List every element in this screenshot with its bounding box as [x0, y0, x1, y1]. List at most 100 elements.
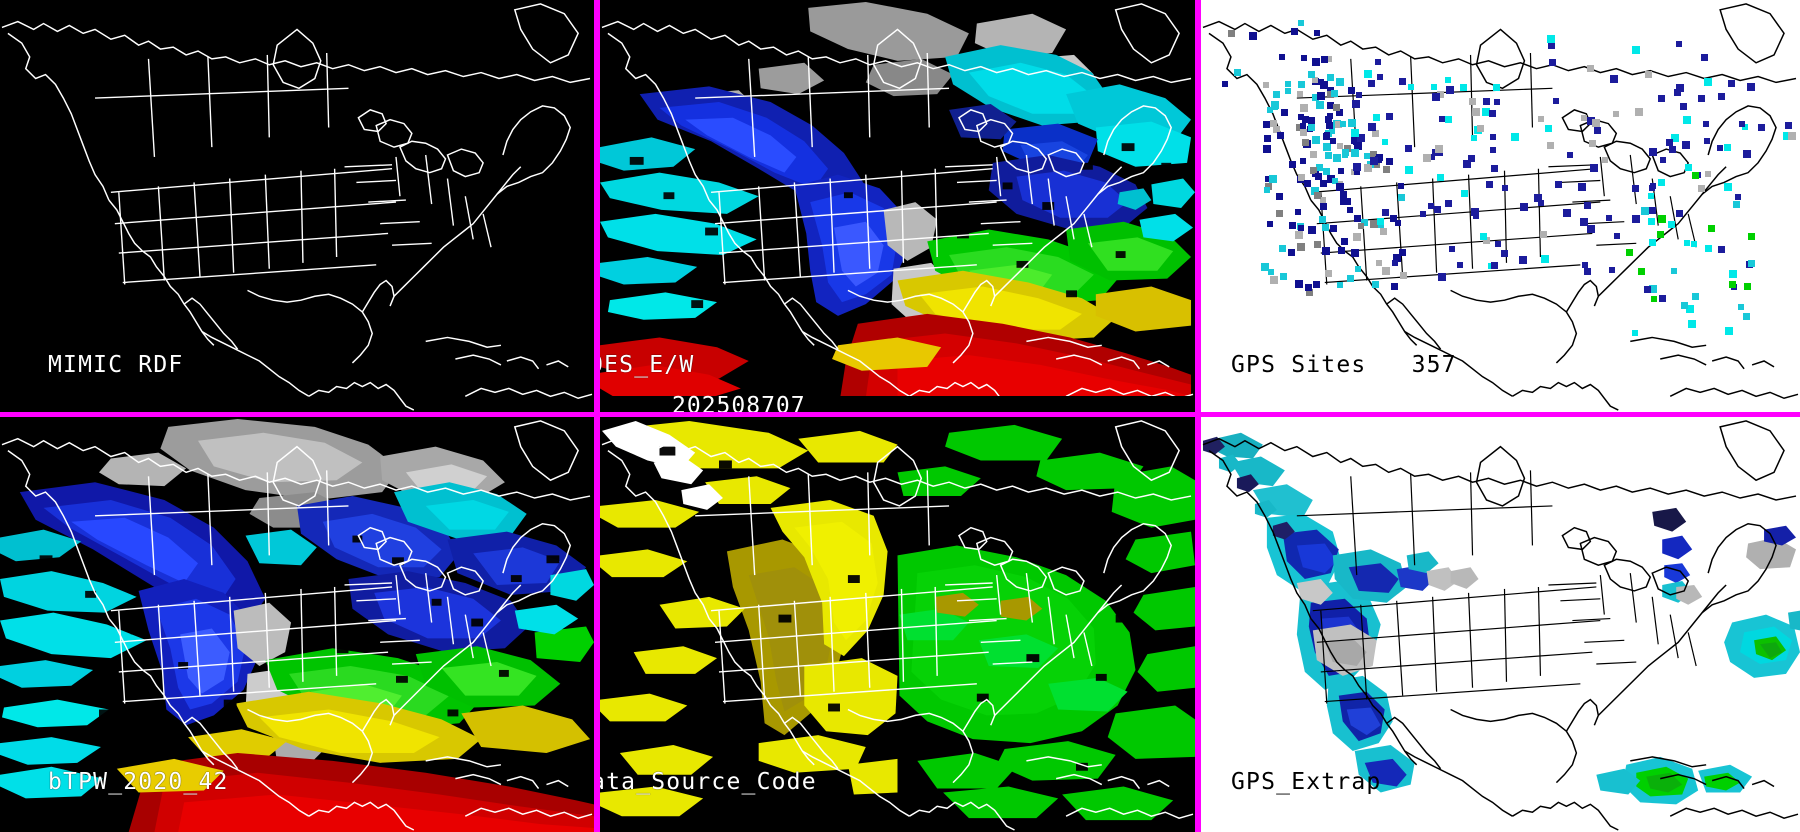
- gps-site-marker: [1470, 135, 1477, 142]
- gps-site-marker: [1631, 45, 1640, 54]
- gps-site-marker: [1537, 199, 1544, 206]
- gps-site-marker: [1376, 260, 1383, 266]
- gps-site-marker: [1337, 142, 1344, 149]
- gps-site-marker: [1480, 232, 1488, 240]
- gps-site-marker: [1533, 193, 1542, 202]
- gps-site-marker: [1681, 141, 1690, 149]
- gps-site-marker: [1520, 203, 1529, 212]
- gps-site-marker: [1325, 121, 1333, 129]
- gps-site-marker: [1311, 76, 1318, 83]
- panel-btpw[interactable]: bTPW_2020_42: [0, 417, 594, 832]
- gps-site-marker: [1273, 90, 1281, 98]
- gps-site-marker: [1364, 69, 1373, 78]
- gps-site-marker: [1320, 81, 1329, 90]
- gps-site-marker: [1307, 117, 1315, 125]
- gps-site-marker: [1546, 34, 1555, 43]
- gps-site-marker: [1407, 83, 1414, 90]
- gps-site-marker: [1671, 134, 1680, 143]
- gps-site-marker: [1487, 262, 1494, 269]
- gps-site-marker: [1355, 265, 1362, 272]
- gps-site-marker: [1519, 256, 1528, 265]
- gps-site-marker: [1718, 245, 1726, 253]
- gps-site-marker: [1697, 184, 1705, 192]
- gps-site-marker: [1698, 95, 1706, 103]
- gps-site-marker: [1700, 53, 1708, 61]
- gps-site-marker: [1580, 218, 1589, 227]
- gps-site-marker: [1390, 283, 1398, 291]
- gps-site-marker: [1592, 119, 1601, 128]
- gps-site-marker: [1353, 214, 1361, 222]
- gps-site-marker: [1657, 215, 1666, 223]
- divider-vertical-right-bottom: [1195, 417, 1201, 832]
- gps-site-marker: [1724, 183, 1733, 191]
- gps-site-marker: [1491, 164, 1499, 172]
- gps-site-marker: [1266, 220, 1273, 227]
- gps-site-marker: [1437, 90, 1445, 98]
- gps-site-marker: [1681, 302, 1689, 310]
- gps-site-marker: [1338, 247, 1346, 254]
- gps-site-marker: [1648, 192, 1655, 199]
- gps-site-marker: [1300, 103, 1309, 112]
- gps-site-marker: [1307, 226, 1316, 235]
- gps-site-marker: [1648, 238, 1656, 246]
- gps-site-marker: [1364, 152, 1370, 159]
- gps-site-marker: [1587, 65, 1594, 73]
- gps-site-marker: [1674, 88, 1681, 96]
- panel-data-source-code[interactable]: Data_Source_Code: [600, 417, 1195, 832]
- gps-site-marker: [1395, 220, 1402, 227]
- gps-site-marker: [1444, 199, 1452, 207]
- divider-horizontal: [0, 412, 1800, 417]
- panel-mimic-rdf[interactable]: MIMIC RDF: [0, 0, 594, 412]
- gps-site-marker: [1319, 196, 1326, 203]
- gps-site-marker: [1511, 132, 1520, 141]
- panel-gps-sites[interactable]: GPS Sites 357: [1201, 0, 1800, 412]
- gps-site-marker: [1300, 158, 1306, 165]
- gps-site-marker: [1635, 107, 1644, 116]
- gps-site-marker: [1692, 292, 1700, 300]
- gps-site-marker: [1428, 154, 1435, 160]
- gps-site-marker: [1234, 69, 1242, 76]
- gps-site-marker: [1300, 55, 1307, 62]
- gps-site-marker: [1347, 207, 1354, 214]
- gps-site-marker-layer: [1201, 0, 1800, 412]
- gps-site-marker: [1263, 186, 1270, 193]
- gps-site-marker: [1547, 41, 1555, 49]
- gps-site-marker: [1659, 157, 1666, 164]
- gps-site-marker: [1445, 76, 1452, 83]
- gps-site-marker: [1537, 116, 1544, 123]
- gps-site-marker: [1248, 32, 1257, 41]
- panel-gps-extrap[interactable]: GPS_Extrap: [1201, 417, 1800, 832]
- gps-site-marker: [1555, 180, 1562, 188]
- gps-site-marker: [1703, 121, 1710, 127]
- panel-goes-ew[interactable]: GOES_E/W: [600, 0, 1195, 412]
- gps-site-marker: [1302, 138, 1310, 146]
- gps-site-marker: [1658, 294, 1666, 302]
- gps-site-marker: [1587, 224, 1596, 233]
- gps-site-marker: [1605, 214, 1612, 221]
- gps-site-marker: [1649, 148, 1658, 157]
- gps-site-marker: [1333, 153, 1342, 162]
- gps-site-marker: [1577, 183, 1586, 192]
- gps-site-marker: [1262, 145, 1271, 153]
- gps-site-marker: [1324, 116, 1332, 123]
- gps-site-marker: [1275, 193, 1283, 201]
- panel-label-btpw: bTPW_2020_42: [48, 769, 229, 795]
- gps-site-marker: [1469, 97, 1477, 105]
- gps-site-marker: [1548, 59, 1556, 67]
- gps-site-marker: [1644, 285, 1652, 293]
- gps-site-marker: [1367, 80, 1375, 88]
- gps-site-marker: [1371, 281, 1379, 289]
- gps-site-marker: [1306, 289, 1314, 297]
- gps-site-marker: [1729, 280, 1737, 288]
- gps-site-marker: [1281, 109, 1289, 117]
- gps-site-marker: [1584, 201, 1592, 209]
- gps-site-marker: [1632, 330, 1639, 336]
- gps-site-marker: [1684, 164, 1692, 172]
- panel-label-gps-extrap: GPS_Extrap: [1231, 769, 1382, 795]
- gps-site-marker: [1491, 262, 1499, 270]
- gps-site-marker: [1463, 160, 1472, 169]
- gps-site-marker: [1483, 237, 1491, 245]
- gps-site-marker: [1318, 216, 1326, 224]
- gps-site-marker: [1683, 239, 1690, 246]
- gps-site-marker: [1369, 150, 1377, 158]
